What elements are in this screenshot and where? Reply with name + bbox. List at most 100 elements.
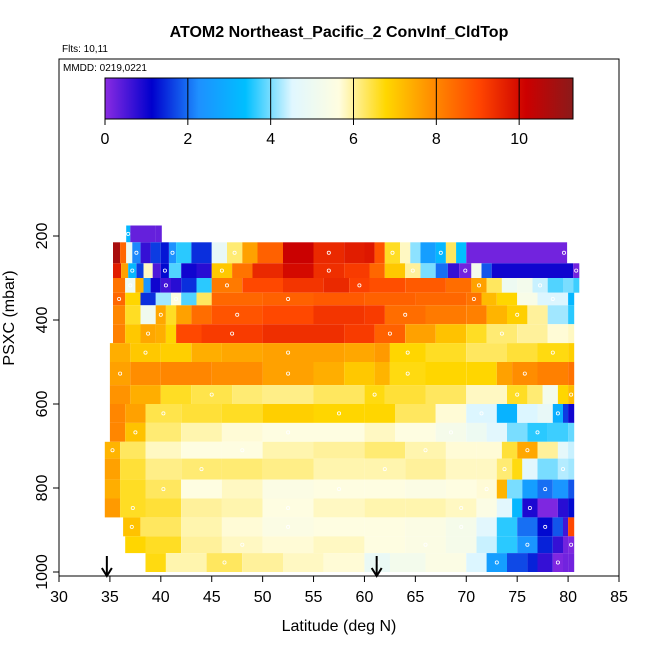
heatmap-cell (374, 324, 406, 344)
heatmap-cell (145, 458, 182, 480)
heatmap-cell (522, 498, 538, 518)
heatmap-cell (507, 343, 538, 362)
heatmap-cell (389, 343, 426, 362)
heatmap-cell (191, 242, 212, 264)
heatmap-cell (313, 404, 365, 423)
heatmap-cell (512, 458, 523, 480)
heatmap-cell (145, 422, 182, 442)
plot-frame (58, 58, 620, 577)
x-tick-label: 80 (559, 589, 577, 606)
heatmap-cell (466, 385, 507, 404)
heatmap-cell (547, 422, 569, 442)
heatmap-cell (405, 441, 446, 459)
heatmap-cell (104, 479, 121, 499)
observation-marker (555, 411, 560, 416)
heatmap-cell (109, 362, 131, 386)
heatmap-cell (557, 498, 569, 518)
observation-marker (410, 268, 415, 273)
heatmap-cell (517, 292, 538, 306)
heatmap-cell (364, 441, 406, 459)
heatmap-cell (384, 385, 426, 404)
observation-marker (163, 283, 168, 288)
heatmap-cell (395, 422, 436, 442)
heatmap-cell (547, 305, 569, 325)
heatmap-cell (405, 458, 446, 480)
heatmap-cell (425, 343, 467, 362)
observation-marker (240, 542, 245, 547)
heatmap-cell (130, 225, 156, 243)
heatmap-cell (262, 422, 314, 442)
heatmap-cell (447, 263, 460, 278)
heatmap-cell (145, 404, 182, 423)
heatmap-cell (344, 324, 375, 344)
heatmap-cell (563, 278, 574, 293)
heatmap-cell (435, 263, 448, 278)
observation-marker (372, 392, 377, 397)
observation-marker (403, 312, 408, 317)
heatmap-cell (221, 479, 263, 499)
heatmap-cell (389, 553, 426, 572)
heatmap-cell (445, 498, 477, 518)
heatmap-cell (537, 441, 558, 459)
heatmap-cell (155, 225, 162, 243)
heatmap-cell (389, 362, 426, 386)
heatmap-cell (120, 479, 146, 499)
heatmap-cell (568, 292, 575, 306)
observation-marker (146, 331, 151, 336)
heatmap-cell (374, 362, 390, 386)
heatmap-cell (374, 242, 385, 264)
x-tick-label: 30 (50, 589, 68, 606)
heatmap-cell (466, 553, 487, 572)
heatmap-cell (537, 404, 553, 423)
heatmap-cell (262, 305, 314, 325)
y-tick-label: 200 (34, 223, 51, 250)
heatmap-cell (405, 263, 421, 278)
heatmap-cell (496, 517, 518, 537)
mmdd-label: MMDD: 0219,0221 (63, 63, 147, 74)
heatmap-cell (181, 404, 222, 423)
heatmap-cell (104, 458, 121, 480)
heatmap-cell (221, 458, 263, 480)
heatmap-cell (113, 278, 126, 293)
observation-marker (230, 331, 235, 336)
heatmap-cell (425, 305, 467, 325)
heatmap-cell (221, 343, 263, 362)
heatmap-cell (486, 278, 502, 293)
heatmap-cell (547, 324, 569, 344)
y-tick-label: 600 (34, 391, 51, 418)
heatmap-cell (364, 479, 406, 499)
heatmap-cell (507, 305, 528, 325)
observation-marker (502, 467, 507, 472)
colorbar-tick-label: 2 (183, 131, 192, 148)
observation-marker (387, 331, 392, 336)
heatmap-cell (242, 242, 258, 264)
observation-marker (130, 268, 135, 273)
observation-marker (219, 268, 224, 273)
heatmap-cell (152, 263, 161, 278)
observation-marker (550, 350, 555, 355)
heatmap-cell (349, 278, 370, 293)
heatmap-cell (181, 278, 197, 293)
heatmap-cell (160, 362, 212, 386)
heatmap-cell (181, 441, 222, 459)
heatmap-cell (527, 553, 538, 572)
heatmap-cell (113, 242, 121, 264)
heatmap-cell (374, 343, 390, 362)
heatmap-cell (283, 553, 324, 572)
heatmap-cell (181, 458, 222, 480)
heatmap-cell (561, 242, 568, 264)
heatmap-cell (130, 385, 161, 404)
heatmap-cell (344, 362, 375, 386)
heatmap-cell (563, 553, 569, 572)
heatmap-cell (262, 362, 314, 386)
heatmap-cell (221, 441, 263, 459)
heatmap-cell (459, 263, 472, 278)
observation-marker (174, 296, 179, 301)
colorbar-gradient (104, 77, 574, 120)
heatmap-cell (476, 479, 497, 499)
heatmap-cell (395, 404, 436, 423)
heatmap-cell (313, 324, 344, 344)
observation-marker (336, 411, 341, 416)
heatmap-cell (410, 242, 421, 264)
heatmap-cell (125, 404, 146, 423)
